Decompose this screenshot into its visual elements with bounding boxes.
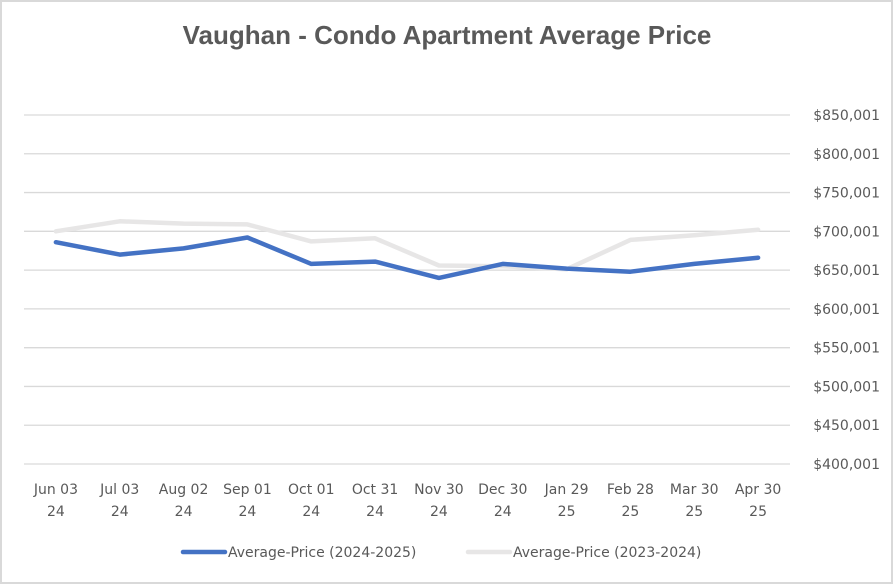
series-line-2023-2024 — [53, 219, 761, 272]
x-tick-label-year: 25 — [749, 504, 767, 520]
y-tick-label: $700,001 — [813, 224, 880, 240]
x-tick-label-year: 24 — [175, 504, 193, 520]
x-tick-label: Oct 31 — [352, 482, 398, 498]
y-tick-label: $800,001 — [813, 147, 880, 163]
x-tick-label: Feb 28 — [607, 482, 654, 498]
x-tick-label: Jul 03 — [99, 482, 139, 498]
x-tick-label-year: 24 — [494, 504, 512, 520]
y-tick-label: $450,001 — [813, 418, 880, 434]
y-axis-ticks: $850,001 $800,001 $750,001 $700,001 $650,001… — [813, 108, 880, 473]
x-tick-label: Oct 01 — [288, 482, 334, 498]
y-tick-label: $850,001 — [813, 108, 880, 124]
y-tick-label: $600,001 — [813, 302, 880, 318]
x-tick-label-year: 24 — [430, 504, 448, 520]
x-tick-label-year: 24 — [366, 504, 384, 520]
x-tick-label: Jan 29 — [544, 482, 589, 498]
series-line-2024-2025 — [53, 235, 761, 281]
x-tick-label: Sep 01 — [223, 482, 272, 498]
legend: Average-Price (2024-2025) Average-Price (… — [180, 545, 701, 561]
legend-label: Average-Price (2024-2025) — [228, 545, 416, 561]
series-lines — [53, 219, 761, 281]
y-tick-label: $650,001 — [813, 263, 880, 279]
x-tick-label-year: 25 — [622, 504, 640, 520]
y-tick-label: $500,001 — [813, 379, 880, 395]
x-tick-label: Mar 30 — [670, 482, 719, 498]
gridlines — [24, 114, 790, 465]
x-tick-label: Dec 30 — [478, 482, 527, 498]
legend-label: Average-Price (2023-2024) — [513, 545, 701, 561]
y-tick-label: $750,001 — [813, 186, 880, 202]
x-tick-label-year: 25 — [558, 504, 576, 520]
chart-title: Vaughan - Condo Apartment Average Price — [183, 20, 712, 50]
x-axis-ticks: Jun 03 24 Jul 03 24 Aug 02 24 Sep 01 24 Oct 01 24… — [33, 482, 781, 520]
x-tick-label: Jun 03 — [33, 482, 78, 498]
y-tick-label: $400,001 — [813, 457, 880, 473]
x-tick-label: Aug 02 — [159, 482, 209, 498]
x-tick-label-year: 24 — [302, 504, 320, 520]
y-tick-label: $550,001 — [813, 341, 880, 357]
x-tick-label-year: 25 — [685, 504, 703, 520]
x-tick-label: Apr 30 — [735, 482, 781, 498]
x-tick-label: Nov 30 — [414, 482, 464, 498]
x-tick-label-year: 24 — [111, 504, 129, 520]
x-tick-label-year: 24 — [239, 504, 257, 520]
x-tick-label-year: 24 — [47, 504, 65, 520]
